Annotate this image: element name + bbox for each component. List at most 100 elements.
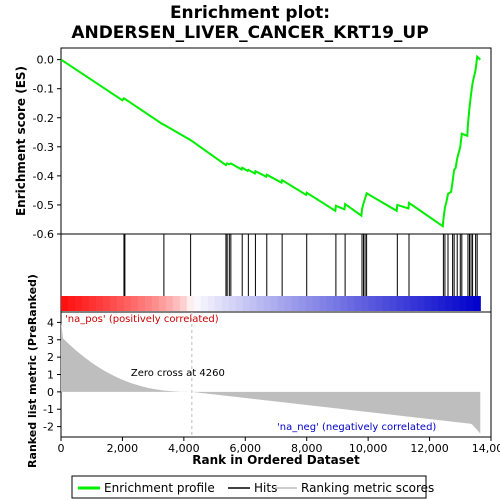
rank-heatmap-bar: [61, 296, 481, 311]
ranking-metric-area: [61, 312, 481, 437]
heatmap-segment: [256, 296, 265, 311]
heatmap-segment: [130, 296, 139, 311]
es-y-tick-label: -0.1: [33, 83, 54, 96]
heatmap-segment: [347, 296, 356, 311]
heatmap-segment: [382, 296, 391, 311]
heatmap-segment: [102, 296, 111, 311]
es-y-axis-ticks: 0.0 -0.1 -0.2 -0.3 -0.4 -0.5 -0.6: [33, 54, 61, 241]
heatmap-segment: [417, 296, 425, 311]
legend: Enrichment profile Hits Ranking metric s…: [71, 475, 434, 499]
heatmap-segment: [326, 296, 335, 311]
es-y-tick-label: 0.0: [37, 54, 55, 67]
heatmap-segment: [165, 296, 174, 311]
zero-cross-label: Zero cross at 4260: [131, 368, 225, 379]
heatmap-segment: [403, 296, 411, 311]
x-tick-label: 2,000: [107, 442, 139, 455]
legend-frame: [71, 475, 427, 499]
x-tick-label: 6,000: [230, 442, 262, 455]
heatmap-segment: [207, 296, 216, 311]
heatmap-segment: [291, 296, 300, 311]
heatmap-segment: [305, 296, 314, 311]
metric-y-tick-label: 3: [47, 334, 54, 347]
heatmap-segment: [396, 296, 404, 311]
metric-y-tick-label: 2: [47, 351, 54, 364]
enrichment-profile-line: [60, 54, 481, 228]
es-y-tick-label: -0.3: [33, 141, 54, 154]
heatmap-segment: [312, 296, 321, 311]
heatmap-segment: [354, 296, 363, 311]
heatmap-segment: [214, 296, 223, 311]
metric-y-tick-label: 1: [47, 369, 54, 382]
x-tick-label: 12,000: [410, 442, 449, 455]
metric-y-axis-ticks: 4 3 2 1 0 -1 -2: [43, 316, 61, 434]
pos-correlated-label: 'na_pos' (positively correlated): [65, 314, 219, 325]
heatmap-segment: [445, 296, 453, 311]
legend-hits-label: Hits: [254, 481, 277, 495]
es-y-tick-label: -0.4: [33, 170, 54, 183]
es-y-tick-label: -0.5: [33, 199, 54, 212]
heatmap-segment: [74, 296, 83, 311]
x-axis-label: Rank in Ordered Dataset: [192, 453, 360, 467]
x-tick-label: 0: [58, 442, 65, 455]
heatmap-segment: [340, 296, 349, 311]
neg-correlated-label: 'na_neg' (negatively correlated): [277, 422, 436, 433]
heatmap-segment: [368, 296, 377, 311]
metric-y-tick-label: 0: [47, 386, 54, 399]
heatmap-segment: [298, 296, 307, 311]
heatmap-segment: [137, 296, 146, 311]
heatmap-segment: [67, 296, 76, 311]
heatmap-segment: [172, 296, 181, 311]
heatmap-segment: [249, 296, 258, 311]
x-tick-label: 8,000: [291, 442, 323, 455]
metric-y-axis-label: Ranked list metric (PreRanked): [26, 274, 39, 468]
heatmap-segment: [438, 296, 446, 311]
es-panel-frame: [60, 47, 492, 235]
title-line-1: Enrichment plot:: [170, 3, 330, 23]
heatmap-segment: [424, 296, 432, 311]
heatmap-segment: [61, 296, 69, 311]
heatmap-segment: [179, 296, 188, 311]
heatmap-segment: [158, 296, 167, 311]
heatmap-segment: [284, 296, 293, 311]
title-line-2: ANDERSEN_LIVER_CANCER_KRT19_UP: [71, 23, 428, 43]
heatmap-segment: [473, 296, 481, 311]
heatmap-segment: [221, 296, 230, 311]
heatmap-segment: [242, 296, 251, 311]
metric-y-tick-label: 4: [47, 316, 54, 329]
heatmap-segment: [459, 296, 467, 311]
heatmap-segment: [95, 296, 104, 311]
heatmap-segment: [200, 296, 209, 311]
es-line-group: [60, 54, 481, 228]
legend-es-label: Enrichment profile: [104, 481, 215, 495]
legend-metric-label: Ranking metric scores: [301, 481, 434, 495]
heatmap-segment: [151, 296, 160, 311]
heatmap-segment: [361, 296, 370, 311]
heatmap-segment: [410, 296, 418, 311]
x-axis-ticks: 0 2,000 4,000 6,000 8,000 10,000 12,000 14,000: [58, 437, 500, 455]
metric-y-tick-label: -1: [43, 403, 54, 416]
x-tick-label: 14,000: [472, 442, 500, 455]
heatmap-segment: [277, 296, 286, 311]
heatmap-segment: [193, 296, 202, 311]
hit-markers: [123, 234, 478, 296]
es-y-axis-label: Enrichment score (ES): [14, 66, 28, 216]
heatmap-segment: [270, 296, 279, 311]
heatmap-segment: [235, 296, 244, 311]
heatmap-segment: [333, 296, 342, 311]
ranking-metric-fill: [61, 322, 481, 434]
heatmap-segment: [228, 296, 237, 311]
es-y-tick-label: -0.2: [33, 112, 54, 125]
heatmap-segment: [144, 296, 153, 311]
metric-y-tick-label: -2: [43, 421, 54, 434]
es-y-tick-label: -0.6: [33, 228, 54, 241]
heatmap-segment: [452, 296, 460, 311]
heatmap-segment: [88, 296, 97, 311]
x-tick-label: 10,000: [349, 442, 388, 455]
x-tick-label: 4,000: [168, 442, 200, 455]
heatmap-segment: [389, 296, 397, 311]
heatmap-segment: [81, 296, 90, 311]
heatmap-segment: [123, 296, 132, 311]
heatmap-segment: [375, 296, 384, 311]
heatmap-segment: [466, 296, 474, 311]
